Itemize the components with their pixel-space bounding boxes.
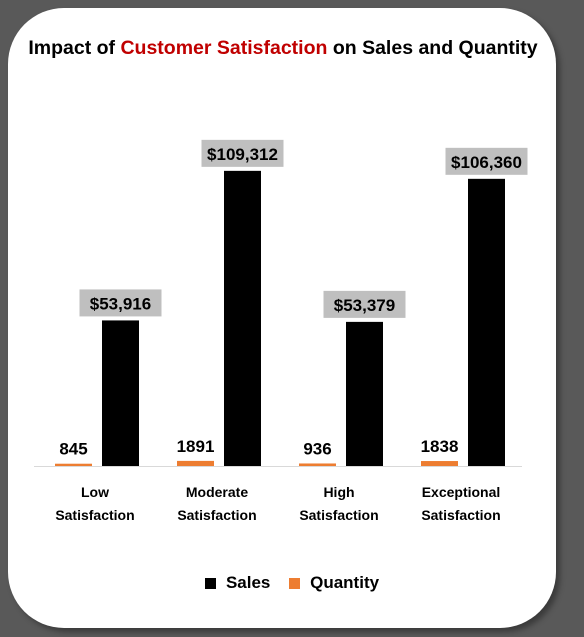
sales-bar	[224, 170, 261, 466]
legend-swatch-sales	[204, 577, 216, 589]
sales-bar	[102, 320, 139, 466]
sales-data-label-box	[79, 289, 162, 317]
chart-title: Impact of Customer Satisfaction on Sales…	[0, 34, 566, 63]
legend-item-quantity: Quantity	[289, 573, 379, 593]
title-prefix: Impact of	[28, 37, 121, 59]
category-label: Satisfaction	[177, 507, 256, 523]
quantity-bar	[299, 463, 336, 466]
category-label: High	[323, 484, 354, 500]
quantity-bar	[55, 463, 92, 466]
sales-data-label: $53,379	[334, 296, 395, 315]
category-label: Satisfaction	[421, 507, 500, 523]
legend-swatch-quantity	[289, 577, 301, 589]
legend-label-sales: Sales	[225, 573, 271, 592]
category-label: Exceptional	[422, 484, 501, 500]
category-label: Moderate	[186, 484, 248, 500]
quantity-data-label: 1838	[421, 437, 459, 456]
category-label: Satisfaction	[299, 507, 378, 523]
sales-data-label-box	[201, 139, 284, 167]
quantity-data-label: 936	[303, 439, 331, 458]
category-label: Low	[81, 484, 109, 500]
sales-data-label-box	[445, 147, 528, 175]
quantity-bar	[421, 461, 458, 466]
legend-label-quantity: Quantity	[310, 573, 380, 592]
title-highlight: Customer Satisfaction	[120, 37, 328, 59]
quantity-data-label: 845	[59, 440, 87, 459]
quantity-bar	[177, 460, 214, 466]
sales-bar	[346, 321, 383, 466]
chart-card	[8, 8, 556, 628]
title-suffix: on Sales and Quantity	[327, 37, 538, 59]
legend-item-sales: Sales	[204, 573, 271, 593]
sales-data-label: $109,312	[207, 145, 278, 164]
sales-bar	[468, 178, 505, 466]
category-label: Satisfaction	[55, 507, 134, 523]
quantity-data-label: 1891	[177, 437, 215, 456]
sales-data-label-box	[323, 290, 406, 318]
sales-data-label: $106,360	[451, 153, 522, 172]
chart-legend: Sales Quantity	[0, 573, 584, 594]
sales-data-label: $53,916	[90, 294, 151, 313]
